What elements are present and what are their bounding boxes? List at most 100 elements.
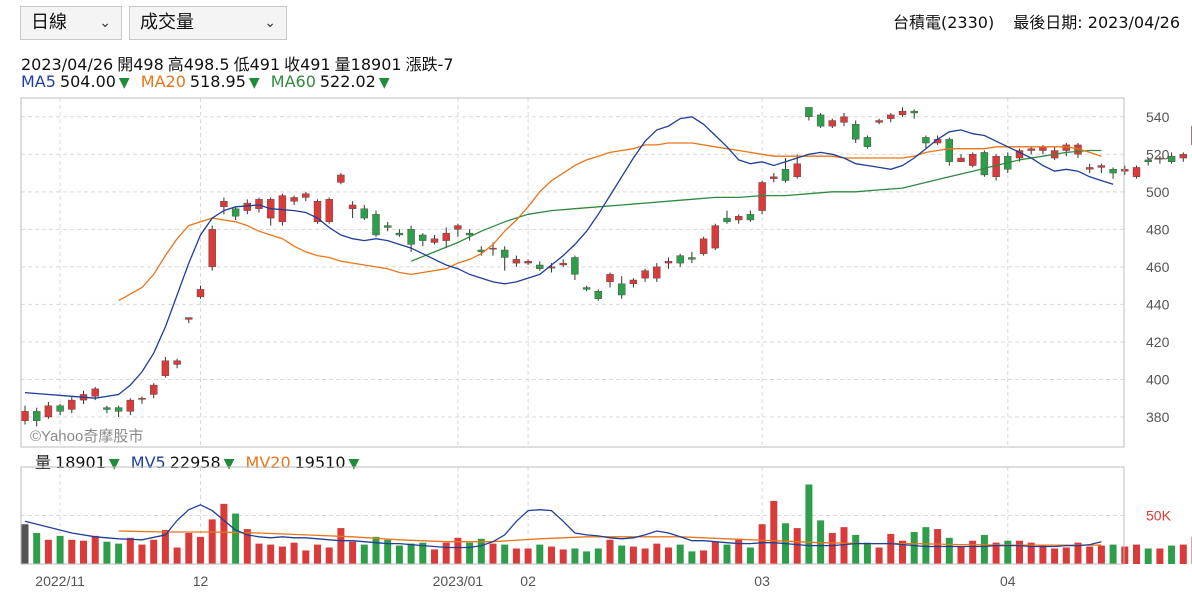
volume-bar: [1097, 545, 1105, 564]
candle-body: [103, 407, 111, 410]
volume-bar: [278, 546, 286, 564]
candle-body: [1027, 148, 1035, 151]
ma60-value: 522.02: [319, 72, 376, 91]
candle-body: [863, 137, 872, 147]
candle-body: [1109, 169, 1117, 174]
volume-bar: [501, 544, 509, 564]
candle-body: [699, 238, 708, 254]
volume-bar: [852, 534, 860, 564]
volume-bar: [395, 545, 403, 564]
volume-averages: [24, 504, 1102, 549]
volume-bar: [68, 539, 76, 564]
candle-body: [781, 169, 790, 181]
volume-bar: [1168, 545, 1176, 564]
price-tick-label: 380: [1146, 409, 1170, 425]
candle-body: [44, 405, 53, 418]
candle-body: [688, 257, 696, 260]
candle-body: [816, 114, 825, 127]
volume-bar: [875, 547, 883, 564]
volume-bar: [302, 550, 310, 564]
ohlc-change: 漲跌-7: [405, 55, 454, 74]
ma-legend: MA5 504.00 ▼ MA20 518.95 ▼ MA60 522.02 ▼: [21, 72, 396, 91]
volume-bar: [44, 539, 52, 564]
period-select-value: 日線: [31, 12, 67, 33]
candle-body: [290, 197, 298, 202]
candle-body: [56, 405, 64, 412]
volume-bar: [1039, 544, 1047, 564]
candle-body: [793, 163, 801, 178]
ma5-legend: MA5 504.00 ▼: [21, 72, 130, 91]
volume-bar: [91, 535, 99, 564]
volume-bar: [665, 547, 672, 564]
candle-body: [852, 124, 860, 140]
volume-tick-label: 50K: [1146, 508, 1172, 524]
volume-bar: [828, 532, 836, 564]
volume-bar: [161, 530, 169, 564]
candle-body: [208, 229, 216, 268]
ma5-value: 504.00: [59, 72, 116, 91]
last-date: 最後日期: 2023/04/26: [1013, 13, 1180, 32]
candle-body: [173, 360, 181, 365]
price-tick-label: 440: [1146, 296, 1170, 312]
volume-bar: [548, 546, 555, 564]
down-triangle-icon: ▼: [348, 456, 360, 472]
volume-bar: [992, 542, 1000, 564]
volume-bar: [735, 538, 743, 564]
candle-body: [711, 225, 719, 249]
volume-bar: [1156, 548, 1164, 564]
volume-bar: [653, 543, 661, 564]
candle-body: [220, 200, 228, 208]
volume-bar: [138, 544, 146, 564]
volume-bar: [676, 544, 684, 564]
candle-body: [21, 411, 29, 421]
volume-bar: [969, 540, 977, 564]
candle-body: [1144, 159, 1152, 162]
candle-body: [512, 259, 521, 264]
candle-body: [489, 247, 497, 250]
candle-body: [419, 234, 427, 241]
volume-bar: [1086, 546, 1094, 564]
volume-panel-frame: [20, 466, 1125, 565]
candle-body: [91, 388, 99, 397]
volume-bar: [1133, 544, 1140, 564]
volume-bar: [1004, 540, 1012, 564]
candle-body: [407, 229, 415, 245]
candle-body: [442, 232, 450, 241]
ma60-line: [410, 149, 1102, 262]
volume-bar: [243, 529, 251, 564]
volume-bar: [594, 548, 602, 564]
volume-bar: [185, 532, 193, 564]
candle-body: [185, 317, 193, 320]
volume-bar: [559, 549, 567, 564]
candle-body: [360, 208, 368, 219]
volume-bar: [21, 524, 29, 564]
candle-body: [524, 261, 532, 264]
price-tick-label: 400: [1146, 371, 1170, 387]
volume-bar: [314, 544, 321, 564]
volume-bar: [220, 503, 228, 564]
period-select[interactable]: 日線 ⌄: [20, 6, 122, 40]
volume-bar: [1062, 547, 1070, 564]
candle-body: [606, 274, 614, 283]
volume-bar: [899, 540, 906, 564]
candle-body: [1132, 167, 1141, 178]
volume-bar: [103, 541, 111, 564]
volume-bar: [700, 550, 708, 564]
volume-bar: [536, 544, 544, 564]
candle-body: [138, 398, 146, 400]
volume-bar: [1074, 542, 1082, 564]
candle-body: [1179, 154, 1188, 159]
volume-bar: [723, 544, 731, 564]
moving-averages: [24, 116, 1114, 399]
candle-body: [641, 270, 649, 279]
candle-body: [875, 120, 883, 123]
candle-body: [969, 154, 977, 166]
volume-bar: [711, 541, 719, 564]
volume-bar: [267, 544, 275, 564]
volume-bar: [746, 547, 754, 564]
indicator-select[interactable]: 成交量 ⌄: [129, 6, 287, 40]
volume-bar: [33, 532, 41, 564]
price-tick-label: 540: [1146, 109, 1170, 125]
x-tick-label: 04: [1000, 573, 1016, 589]
candle-body: [828, 120, 836, 127]
